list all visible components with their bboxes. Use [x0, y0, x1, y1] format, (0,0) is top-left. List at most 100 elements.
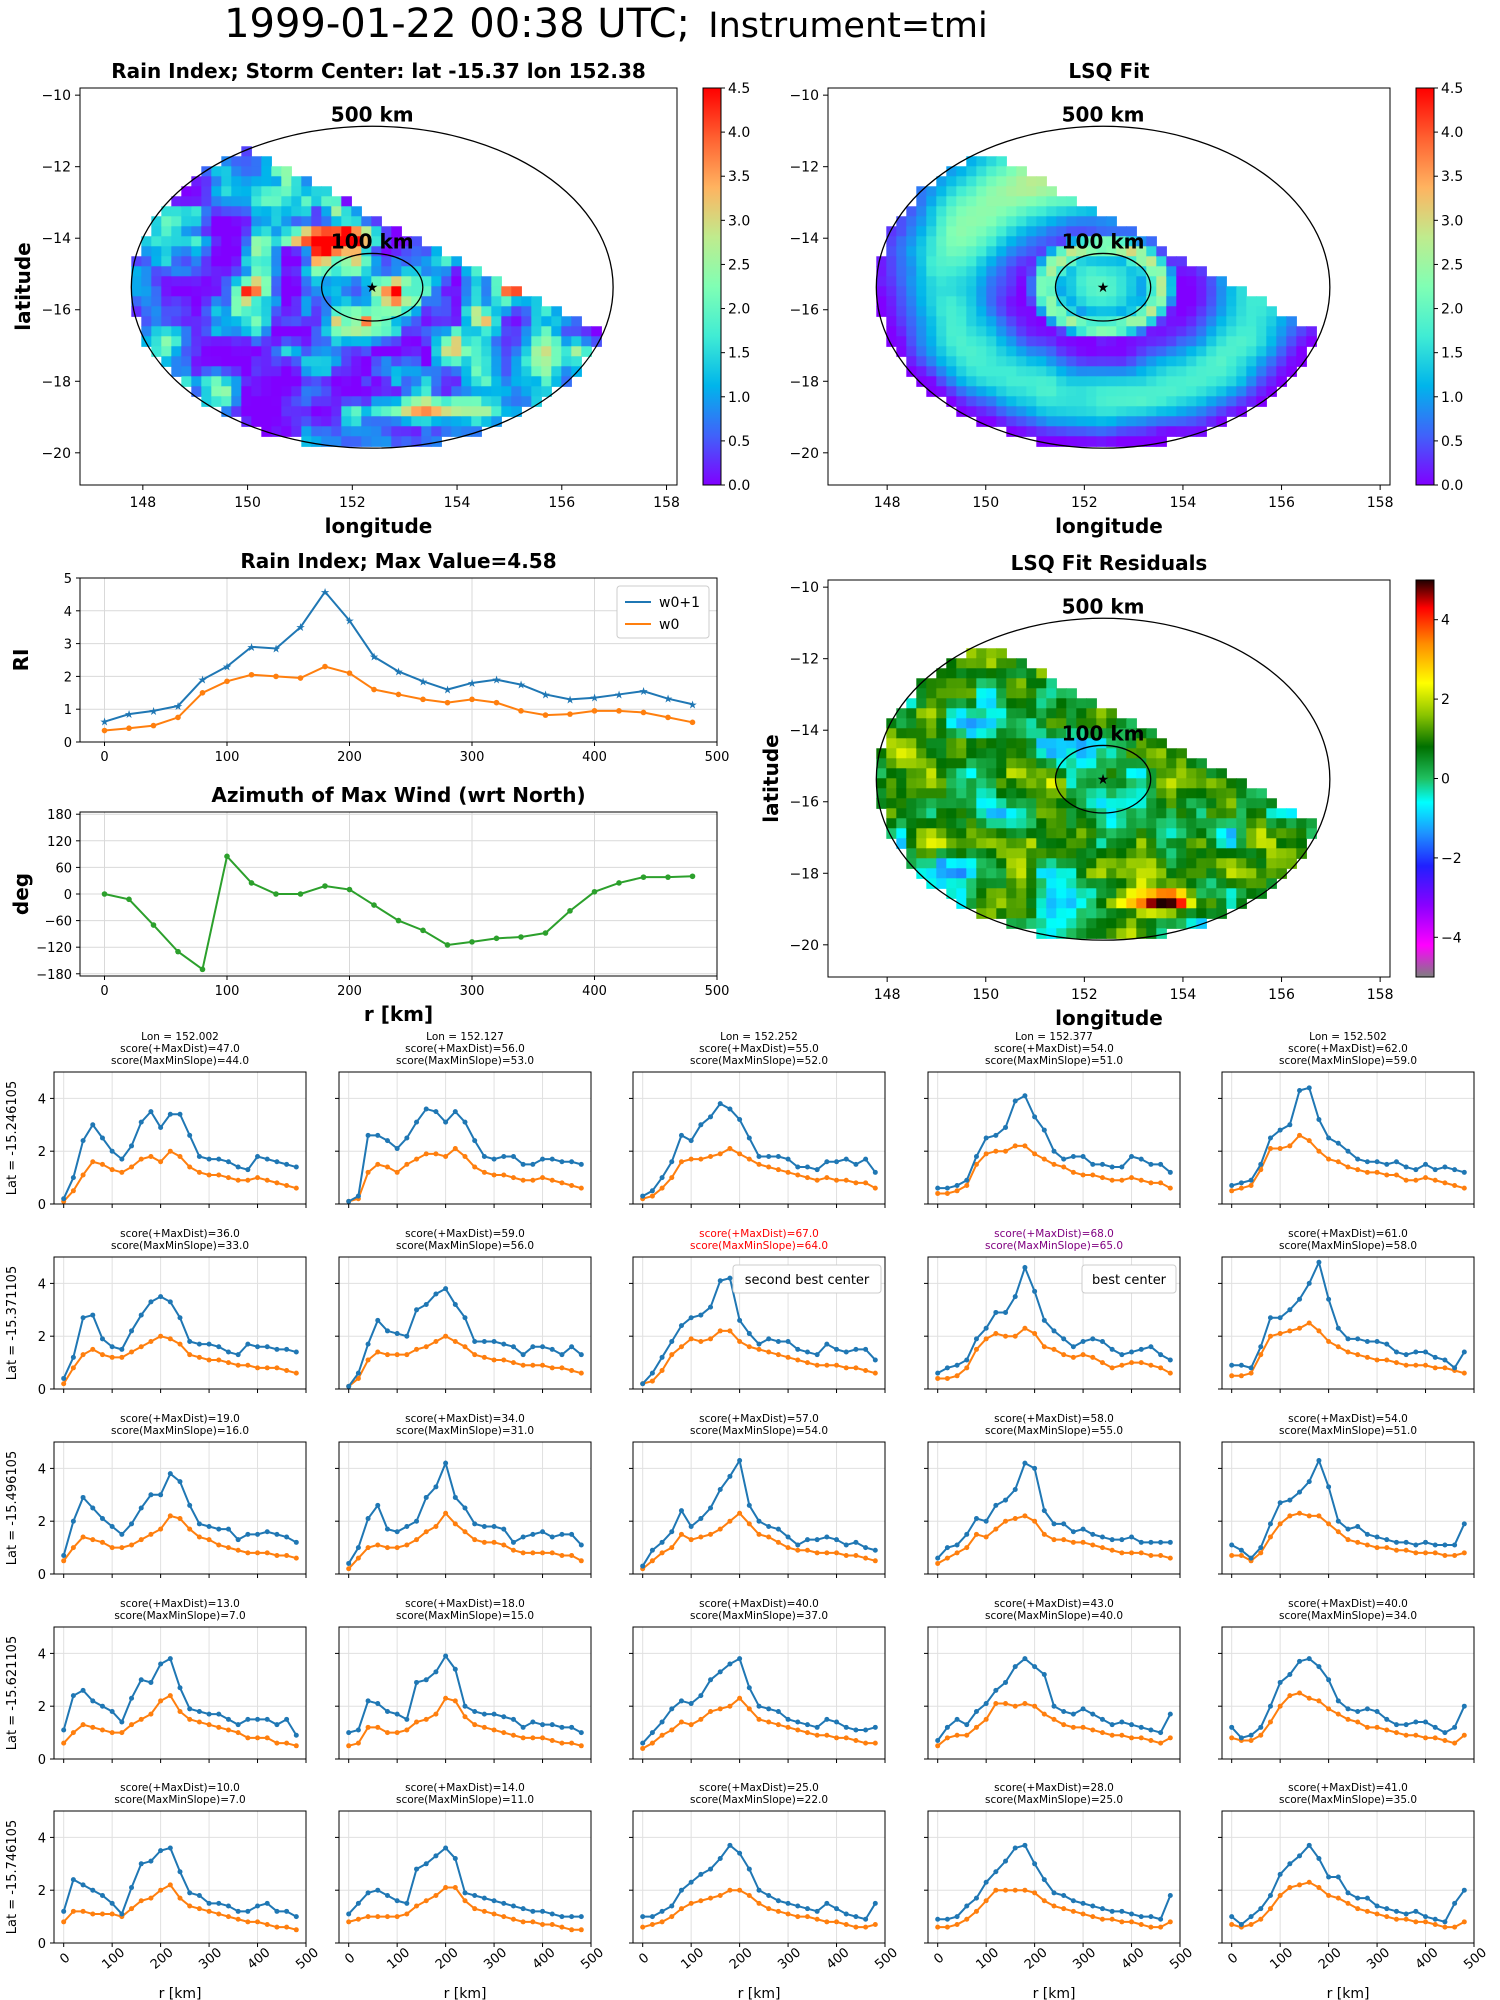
series-point: [414, 1903, 420, 1909]
series-point: [746, 1685, 752, 1691]
series-point: [1316, 1259, 1322, 1265]
series-point: [1070, 1153, 1076, 1159]
series-point: [872, 1169, 878, 1175]
series-point: [1432, 1550, 1438, 1556]
series-point: [264, 1735, 270, 1741]
series-point: [404, 1523, 410, 1529]
series-point: [235, 1730, 241, 1736]
axes-frame: [338, 1810, 592, 1944]
colorbar-gradient: [1415, 579, 1435, 978]
x-tick-label: 300: [460, 984, 485, 999]
series-point: [1012, 1664, 1018, 1670]
series-point: [559, 1365, 565, 1371]
series-point: [1238, 1922, 1244, 1928]
candidate-panel: score(MaxMinSlope)=54.0score(+MaxDist)=5…: [629, 1413, 886, 1578]
series-point: [206, 1537, 212, 1543]
series-point: [1326, 1338, 1332, 1344]
series-point: [1148, 1362, 1154, 1368]
series-point: ★: [345, 615, 355, 628]
series-point: [1306, 1513, 1312, 1519]
series-point: [355, 1916, 361, 1922]
x-tick-label: 100: [99, 1945, 128, 1972]
series-point: [433, 1853, 439, 1859]
series-point: [225, 1545, 231, 1551]
series-point: [954, 1732, 960, 1738]
series-point: [119, 1911, 125, 1917]
y-axis-label: RI: [9, 649, 33, 672]
series-point: [795, 1914, 801, 1920]
series-point: [804, 1349, 810, 1355]
score-maxdist: score(+MaxDist)=41.0: [1288, 1782, 1408, 1794]
y-tick-label: 1: [64, 703, 72, 718]
series-point: [669, 1175, 675, 1181]
series-point: [737, 1887, 743, 1893]
series-point: [501, 1914, 507, 1920]
map-title: LSQ Fit Residuals: [1011, 551, 1208, 575]
series-point: [785, 1338, 791, 1344]
series-point: [1070, 1711, 1076, 1717]
series-point: [80, 1722, 86, 1728]
series-point: [983, 1135, 989, 1141]
series-point: [640, 1745, 646, 1751]
series-point: [1012, 1887, 1018, 1893]
axes-frame: [79, 87, 678, 486]
series-point: [264, 1550, 270, 1556]
series-line-w0: [348, 1335, 582, 1388]
series-point: [834, 1919, 840, 1925]
score-maxdist: score(+MaxDist)=14.0: [405, 1782, 525, 1794]
series-point: [795, 1172, 801, 1178]
series-point: [1129, 1360, 1135, 1366]
series-point: [1452, 1740, 1458, 1746]
series-point: [1051, 1537, 1057, 1543]
series-point: [530, 1919, 536, 1925]
colorbar-tick-label: 2.5: [1441, 257, 1463, 273]
series-point: [1158, 1161, 1164, 1167]
series-point: [138, 1156, 144, 1162]
legend: w0+1w0: [616, 585, 710, 639]
series-point: [371, 686, 377, 693]
y-tick-label: −20: [789, 446, 819, 462]
lon-label: Lon = 152.002: [141, 1031, 219, 1043]
series-point: [481, 1523, 487, 1529]
series-point: [1158, 1539, 1164, 1545]
series-point: [365, 1357, 371, 1363]
series-point: [688, 1879, 694, 1885]
series-point: [1248, 1738, 1254, 1744]
series-point: [1158, 1365, 1164, 1371]
series-point: [1167, 1919, 1173, 1925]
series-point: [245, 1550, 251, 1556]
score-maxdist: score(+MaxDist)=40.0: [699, 1598, 819, 1610]
series-point: [452, 1494, 458, 1500]
plot-title: Azimuth of Max Wind (wrt North): [211, 783, 585, 807]
figure-title-main: 1999-01-22 00:38 UTC;: [224, 1, 690, 47]
series-point: [1442, 1365, 1448, 1371]
score-maxminslope: score(MaxMinSlope)=64.0: [690, 1240, 828, 1252]
series-line-w0: [642, 1329, 876, 1385]
series-point: [1306, 1085, 1312, 1091]
series-point: [775, 1722, 781, 1728]
series-point: [148, 1492, 154, 1498]
x-tick-label: 300: [775, 1945, 804, 1972]
series-point: [591, 888, 598, 895]
series-point: [355, 1545, 361, 1551]
series-point: [766, 1719, 772, 1725]
series-point: [804, 1914, 810, 1920]
series-point: [235, 1362, 241, 1368]
series-point: [245, 1531, 251, 1537]
series-point: [1403, 1732, 1409, 1738]
series-point: [659, 1539, 665, 1545]
series-point: [129, 1695, 135, 1701]
series-point: [1138, 1177, 1144, 1183]
series-point: [1423, 1914, 1429, 1920]
series-point: [993, 1687, 999, 1693]
lat-label: Lat = -15.621105: [5, 1636, 20, 1750]
series-point: [1238, 1553, 1244, 1559]
series-point: [1452, 1365, 1458, 1371]
series-point: [384, 1526, 390, 1532]
series-point: [196, 1153, 202, 1159]
y-tick-label: 0: [38, 1383, 46, 1398]
series-point: [1374, 1338, 1380, 1344]
